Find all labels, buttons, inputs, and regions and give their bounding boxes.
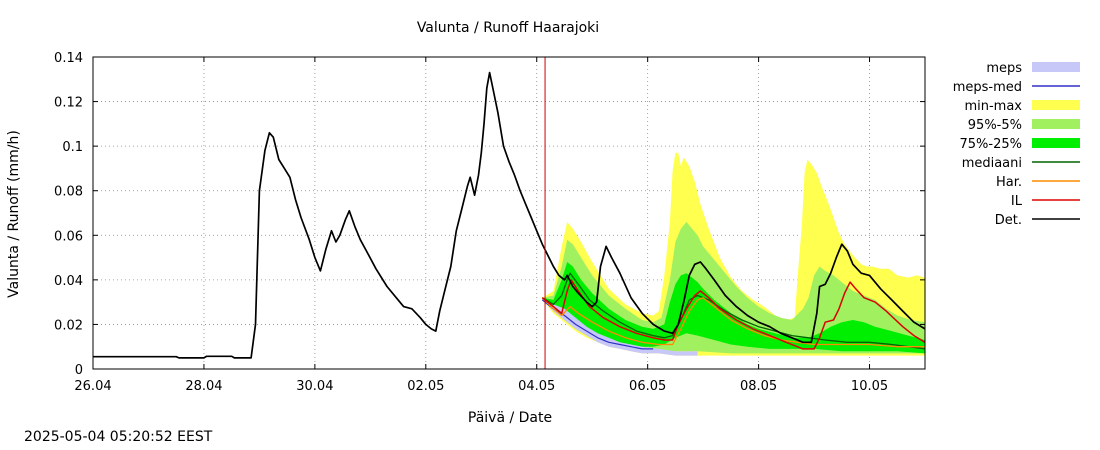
legend-swatch — [1032, 100, 1080, 110]
x-tick-label: 30.04 — [296, 379, 333, 394]
x-tick-label: 08.05 — [740, 379, 777, 394]
x-tick-label: 28.04 — [185, 379, 222, 394]
y-tick-label: 0.1 — [62, 140, 83, 155]
x-axis-ticks: 26.04 28.04 30.04 02.05 04.05 06.05 08.05 10.05 — [74, 57, 888, 394]
y-tick-label: 0 — [75, 363, 83, 378]
legend-item-il: IL — [1011, 194, 1080, 209]
y-axis-ticks: 0 0.02 0.04 0.06 0.08 0.1 0.12 0.14 — [54, 51, 925, 378]
legend-label: meps — [986, 61, 1022, 76]
legend-label: meps-med — [953, 80, 1022, 95]
y-tick-label: 0.12 — [54, 96, 83, 111]
y-tick-label: 0.02 — [54, 318, 83, 333]
y-tick-label: 0.04 — [54, 274, 83, 289]
series-lines — [93, 71, 926, 359]
legend-label: mediaani — [962, 156, 1022, 171]
legend-item-meps-med: meps-med — [953, 80, 1080, 95]
legend-item-meps: meps — [986, 61, 1080, 76]
legend-item-median: mediaani — [962, 156, 1080, 171]
legend: meps meps-med min-max 95%-5% 75%-25% mediaani… — [953, 61, 1080, 228]
har-line — [541, 297, 925, 348]
y-tick-label: 0.06 — [54, 229, 83, 244]
x-tick-label: 10.05 — [851, 379, 888, 394]
timestamp: 2025-05-04 05:20:52 EEST — [24, 429, 213, 445]
legend-swatch — [1032, 119, 1080, 129]
legend-swatch — [1032, 138, 1080, 148]
legend-label: Har. — [996, 175, 1022, 190]
x-tick-label: 06.05 — [629, 379, 666, 394]
y-axis-label: Valunta / Runoff (mm/h) — [6, 130, 22, 298]
il-line — [541, 279, 926, 350]
legend-item-har: Har. — [996, 175, 1080, 190]
legend-item-minmax: min-max — [964, 99, 1080, 114]
legend-item-det: Det. — [995, 213, 1080, 228]
x-tick-label: 02.05 — [407, 379, 444, 394]
x-axis-label: Päivä / Date — [468, 410, 552, 426]
legend-label: 95%-5% — [968, 118, 1022, 133]
y-tick-label: 0.08 — [54, 185, 83, 200]
legend-label: IL — [1011, 194, 1023, 209]
legend-item-p95-5: 95%-5% — [968, 118, 1080, 133]
y-tick-label: 0.14 — [54, 51, 83, 66]
x-tick-label: 04.05 — [518, 379, 555, 394]
chart-title: Valunta / Runoff Haarajoki — [417, 20, 599, 36]
legend-label: 75%-25% — [960, 137, 1022, 152]
x-tick-label: 26.04 — [74, 379, 111, 394]
legend-swatch — [1032, 62, 1080, 72]
grid-lines — [93, 57, 925, 369]
det-line — [93, 71, 926, 359]
median-line — [541, 272, 926, 350]
legend-label: Det. — [995, 213, 1022, 228]
legend-item-p75-25: 75%-25% — [960, 137, 1080, 152]
legend-label: min-max — [964, 99, 1022, 114]
p75-25-band — [542, 262, 925, 354]
plot-frame — [92, 56, 926, 370]
